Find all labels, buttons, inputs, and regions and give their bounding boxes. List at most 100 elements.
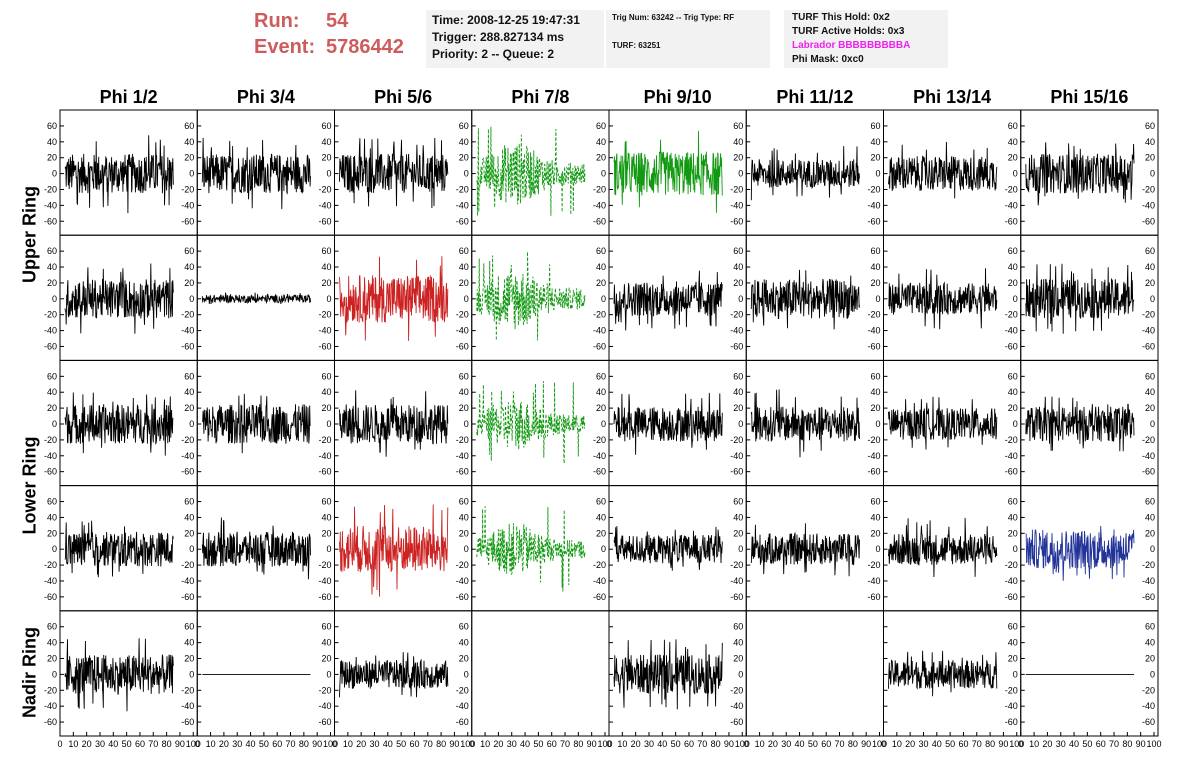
y-tick-label-right: 0 [464,544,469,554]
x-tick-label: 100 [597,739,612,749]
y-tick-label-right: -40 [318,451,331,461]
y-tick-label-right: 0 [189,169,194,179]
x-tick-label: 60 [684,739,694,749]
x-tick-label: 80 [711,739,721,749]
y-tick-label-right: 20 [870,278,880,288]
y-tick-label-right: 0 [738,294,743,304]
waveform-trace [888,650,998,697]
y-tick-label-right: -60 [181,341,194,351]
x-tick-label: 100 [1009,739,1024,749]
y-tick-label-right: 60 [1008,497,1018,507]
y-tick-label-right: -20 [730,685,743,695]
y-tick-label-right: 20 [184,278,194,288]
x-tick-label: 30 [369,739,379,749]
y-tick-label-right: 40 [596,512,606,522]
y-tick-label-right: 0 [1150,669,1155,679]
y-tick-label-right: -20 [867,560,880,570]
x-tick-label: 0 [881,739,886,749]
y-tick-label-right: -20 [1142,685,1155,695]
y-tick-label-left: 40 [47,512,57,522]
x-tick-label: 40 [657,739,667,749]
y-tick-label-right: -40 [456,701,469,711]
y-tick-label-right: 20 [1008,278,1018,288]
y-tick-label-right: -60 [1142,216,1155,226]
x-tick-label: 60 [821,739,831,749]
y-tick-label-right: 40 [870,137,880,147]
panel-frame [1020,359,1159,487]
y-tick-label-right: 20 [459,654,469,664]
x-tick-label: 80 [436,739,446,749]
event-value: 5786442 [326,36,404,58]
y-tick-label-right: 20 [733,153,743,163]
y-tick-label-right: 60 [184,622,194,632]
y-tick-label-right: 40 [1145,262,1155,272]
y-tick-label-right: -20 [318,310,331,320]
y-tick-label-right: 60 [459,497,469,507]
y-tick-label-right: -60 [181,467,194,477]
y-tick-label-right: -40 [1005,451,1018,461]
y-tick-label-right: 60 [733,622,743,632]
waveform-trace [613,131,723,213]
y-tick-label-right: -60 [1005,592,1018,602]
y-tick-label-right: -60 [593,467,606,477]
y-tick-label-right: 20 [321,528,331,538]
y-tick-label-left: 20 [47,153,57,163]
y-tick-label-right: -40 [456,326,469,336]
y-tick-label-right: -20 [318,685,331,695]
y-tick-label-right: 20 [1008,153,1018,163]
panel-r1-c1: -60 -60 -40 -40 -20 -20 0 0 20 20 40 40 60 60 [44,109,198,236]
panel-r1-c6: -60 -40 -20 0 20 40 60 [745,109,884,236]
x-tick-label: 100 [460,739,475,749]
x-tick-label: 0 [195,739,200,749]
y-tick-label-right: 40 [1145,137,1155,147]
x-tick-label: 50 [259,739,269,749]
y-tick-label-right: 0 [875,544,880,554]
y-tick-label-right: 20 [1008,403,1018,413]
y-tick-label-right: -40 [456,200,469,210]
y-tick-label-right: -20 [867,435,880,445]
y-tick-label-right: -60 [593,592,606,602]
y-tick-label-right: 0 [464,169,469,179]
y-tick-label-right: 60 [184,246,194,256]
y-tick-label-left: -40 [44,200,57,210]
x-tick-label: 10 [617,739,627,749]
y-tick-label-right: -40 [1142,326,1155,336]
y-tick-label-left: -20 [44,435,57,445]
y-tick-label-right: -40 [318,326,331,336]
panel-r3-c5: -60 -40 -20 0 20 40 60 [608,359,747,487]
y-tick-label-right: -60 [730,341,743,351]
waveform-trace [888,517,998,578]
y-tick-label-right: 60 [1008,371,1018,381]
y-tick-label-right: -60 [730,717,743,727]
y-tick-label-right: -60 [456,341,469,351]
y-tick-label-right: -40 [867,200,880,210]
y-tick-label-right: 20 [321,278,331,288]
y-tick-label-right: 20 [321,654,331,664]
phi-header-2: Phi 3/4 [236,87,295,107]
y-tick-label-right: 0 [189,419,194,429]
phi-header-4: Phi 7/8 [511,87,570,107]
x-tick-label: 100 [735,739,750,749]
x-tick-label: 80 [1122,739,1132,749]
x-tick-label: 10 [68,739,78,749]
y-tick-label-right: -20 [730,435,743,445]
y-tick-label-right: -20 [1005,560,1018,570]
x-tick-label: 80 [848,739,858,749]
y-tick-label-right: 0 [875,169,880,179]
y-tick-label-right: 20 [459,403,469,413]
y-tick-label-right: 40 [1145,638,1155,648]
y-tick-label-right: 20 [1145,654,1155,664]
y-tick-label-right: 0 [601,419,606,429]
x-tick-label: 20 [82,739,92,749]
y-tick-label-right: 0 [1013,294,1018,304]
y-tick-label-right: 0 [1150,419,1155,429]
y-tick-label-right: 0 [1013,669,1018,679]
x-tick-label: 0 [1018,739,1023,749]
y-tick-label-right: -40 [1005,701,1018,711]
panel-frame [745,610,884,737]
y-tick-label-right: -40 [181,701,194,711]
x-tick-label: 90 [587,739,597,749]
panel-r2-c7: -60 -40 -20 0 20 40 60 [883,234,1022,361]
